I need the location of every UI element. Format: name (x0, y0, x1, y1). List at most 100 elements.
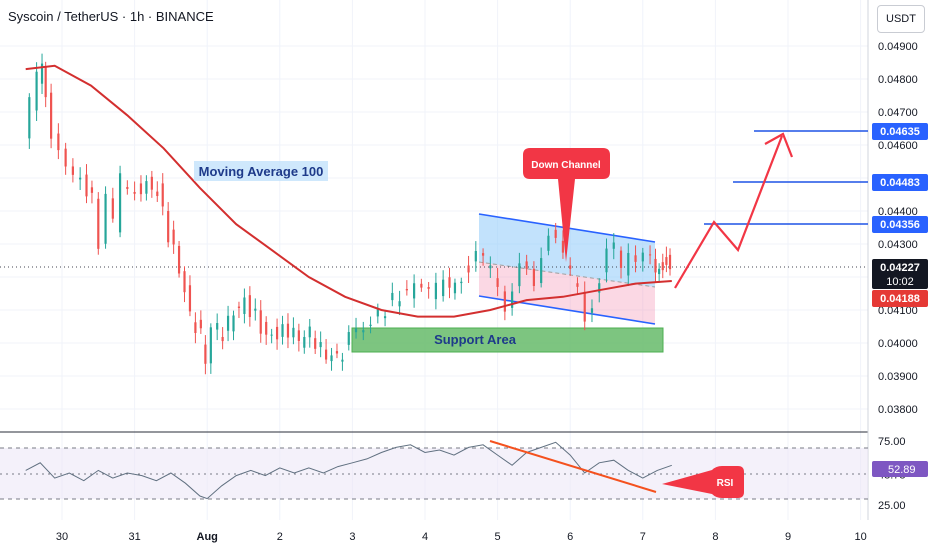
rsi-value: 52.89 (888, 464, 916, 476)
time-tick-label: 8 (712, 531, 718, 543)
candle-body (335, 351, 339, 354)
time-tick-label: 5 (495, 531, 501, 543)
candle-body (434, 282, 437, 300)
candle-body (605, 248, 608, 273)
candle-body (619, 250, 623, 268)
rsi-label: RSI (717, 478, 734, 489)
candle-body (275, 326, 279, 340)
candle-body (547, 235, 550, 251)
candle-body (232, 315, 235, 332)
chart-grid (0, 0, 868, 520)
time-tick-label: 2 (277, 531, 283, 543)
time-tick-label: 10 (854, 531, 866, 543)
candle-body (118, 173, 122, 233)
candle-body (634, 255, 637, 262)
target-2-price: 0.04483 (880, 177, 920, 189)
price-tick-label: 0.04800 (878, 74, 918, 86)
rsi-trendline (489, 440, 657, 493)
price-tick-label: 0.03800 (878, 404, 918, 416)
candle-body (35, 71, 38, 111)
candle-body (525, 261, 528, 269)
candle-body (598, 283, 601, 293)
candle-body (71, 166, 74, 175)
price-tick-label: 0.04600 (878, 140, 918, 152)
rsi-tick-label: 25.00 (878, 500, 906, 512)
support-area-zone (351, 327, 664, 353)
candle-body (641, 252, 644, 262)
candle-body (561, 240, 565, 253)
candle-body (362, 330, 365, 333)
candle-body (448, 277, 451, 288)
candle-body (308, 326, 311, 338)
candle-body (354, 328, 358, 333)
candle-body (391, 292, 394, 301)
candle-body (569, 265, 572, 269)
candle-body (668, 254, 672, 270)
candle-body (90, 187, 94, 193)
target-1-price: 0.04356 (880, 219, 920, 231)
price-tick-label: 0.04700 (878, 107, 918, 119)
candle-body (177, 245, 181, 274)
candle-body (57, 133, 60, 151)
time-tick-label: Aug (197, 531, 218, 543)
candle-body (209, 327, 212, 364)
candle-body (665, 257, 668, 265)
rsi-line (25, 441, 672, 500)
candle-body (330, 355, 333, 362)
candle-body (216, 323, 219, 330)
currency-button[interactable]: USDT (877, 5, 925, 33)
candle-body (427, 287, 430, 289)
support-area-label: Support Area (434, 332, 517, 347)
target-3-badge (872, 123, 928, 140)
price-tick-label: 0.03900 (878, 371, 918, 383)
candle-body (150, 176, 153, 190)
down-channel-callout (523, 148, 610, 262)
down-channel-label: Down Channel (531, 160, 601, 171)
candle-body (243, 297, 246, 314)
candle-body (405, 288, 408, 291)
price-tick-label: 0.04100 (878, 305, 918, 317)
candle-body (376, 309, 379, 317)
candle-body (204, 344, 207, 364)
candle-body (324, 349, 328, 360)
projection-arrowhead (764, 132, 794, 158)
rsi-callout (662, 466, 744, 498)
candle-body (188, 285, 192, 312)
bar-countdown: 10:02 (886, 276, 914, 288)
moving-average-label-bg (194, 161, 328, 181)
target-3-price: 0.04635 (880, 126, 920, 138)
candle-body (199, 319, 202, 329)
time-tick-label: 7 (640, 531, 646, 543)
candle-body (161, 183, 164, 207)
candle-body (518, 263, 521, 287)
rsi-value-badge (872, 461, 928, 477)
target-1-badge (872, 216, 928, 233)
current-price: 0.04227 (880, 262, 920, 274)
candle-body (44, 66, 47, 98)
candle-body (319, 342, 322, 348)
candle-body (383, 316, 387, 319)
channel-lower-line (478, 295, 656, 325)
current-price-badge (872, 259, 928, 289)
candle-body (314, 338, 317, 349)
target-2-badge (872, 174, 928, 191)
projection-path (674, 135, 784, 289)
candle-body (654, 258, 657, 273)
price-tick-label: 0.04000 (878, 338, 918, 350)
time-tick-label: 31 (128, 531, 140, 543)
candle-body (126, 186, 129, 189)
time-tick-label: 9 (785, 531, 791, 543)
candle-body (133, 191, 136, 194)
candle-body (489, 265, 492, 269)
candle-body (85, 174, 88, 197)
candle-body (554, 229, 557, 238)
candle-body (648, 254, 652, 256)
candle-body (221, 336, 224, 342)
candle-body (303, 336, 306, 348)
candle-body (292, 327, 295, 338)
moving-average-line (25, 64, 672, 318)
candle-body (226, 315, 230, 331)
time-tick-label: 30 (56, 531, 68, 543)
candle-body (265, 321, 268, 335)
